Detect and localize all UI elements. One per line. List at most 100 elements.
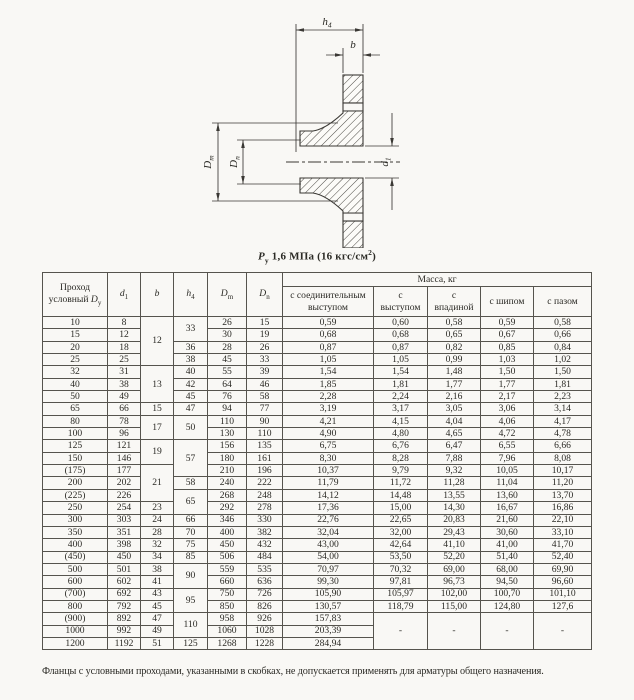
table-cell: 11,79	[282, 476, 374, 490]
table-cell: 10	[42, 315, 108, 330]
table-cell: 226	[107, 488, 141, 503]
table-cell: (900)	[42, 612, 108, 626]
table-cell: 23	[140, 501, 174, 515]
table-cell: 484	[246, 550, 283, 564]
table-row: 40 38 42 64 46 1,85 1,81 1,77 1,77 1,81	[42, 377, 593, 392]
table-cell: 69,90	[532, 562, 593, 577]
col-header-mass-groove: с пазом	[532, 286, 593, 317]
table-cell: 330	[246, 513, 283, 527]
table-cell: 32,00	[373, 525, 428, 540]
table-cell: 506	[207, 550, 247, 564]
table-cell: 382	[246, 525, 283, 540]
table-cell: 41,70	[532, 538, 593, 552]
table-cell: 1,03	[480, 353, 534, 367]
col-header-mass-tenon: с шипом	[480, 286, 534, 317]
table-cell: 7,88	[427, 451, 481, 466]
table-cell: 0,58	[427, 315, 481, 330]
table-cell: 38	[107, 377, 141, 392]
table-cell: 7,96	[480, 451, 534, 466]
table-cell: 94	[207, 402, 247, 416]
table-cell: 33	[173, 316, 208, 342]
table-cell: 0,59	[480, 315, 534, 330]
table-cell: 58	[173, 476, 208, 490]
table-cell: 22,65	[373, 513, 428, 527]
table-cell: 1,77	[480, 377, 534, 392]
table-row: (175) 177 21 210 196 10,37 9,79 9,32 10,05 10,17	[42, 464, 593, 503]
table-cell: 10,17	[532, 464, 593, 478]
table-cell: 33	[246, 353, 283, 367]
table-cell: 400	[42, 538, 108, 552]
table-cell: 110	[173, 612, 208, 638]
table-row: 20 18 36 28 26 0,87 0,87 0,82 0,85 0,84	[42, 340, 593, 355]
table-cell: 17	[140, 414, 174, 441]
table-cell: 38	[140, 562, 174, 577]
table-cell: 161	[246, 451, 283, 466]
table-cell: 203,39	[282, 624, 374, 638]
table-cell: 45	[140, 599, 174, 614]
table-cell: 45	[173, 390, 208, 404]
table-cell: 32,04	[282, 525, 374, 540]
table-cell: 1,54	[373, 365, 428, 379]
table-cell: 46	[246, 377, 283, 392]
table-cell: 125	[42, 439, 108, 453]
table-cell: 70,97	[282, 562, 374, 577]
table-row: 10 8 12 33 26 15 0,59 0,60 0,58 0,59 0,58	[42, 315, 593, 367]
table-cell: 13,70	[532, 488, 593, 503]
table-cell: 110	[207, 414, 247, 429]
table-cell: 38	[173, 353, 208, 367]
table-cell: 49	[107, 390, 141, 404]
table-cell: 892	[107, 612, 141, 626]
table-cell: 130,57	[282, 599, 374, 614]
table-cell: 22,10	[532, 513, 593, 527]
table-cell: 0,68	[282, 328, 374, 342]
dim-label-h4: h4	[322, 16, 332, 30]
table-cell: 33,10	[532, 525, 593, 540]
table-cell: 30,60	[480, 525, 534, 540]
table-cell: 34	[140, 550, 174, 564]
table-cell: 47	[140, 612, 174, 626]
table-cell: 0,87	[373, 340, 428, 355]
table-cell: 17,36	[282, 501, 374, 515]
table-cell: 90	[246, 414, 283, 429]
table-cell: 57	[173, 439, 208, 478]
table-cell: 32	[42, 365, 108, 379]
table-cell: 43	[140, 587, 174, 601]
table-cell: 0,59	[282, 315, 374, 330]
table-cell: 292	[207, 501, 247, 515]
table-row: 800 792 45 850 826 130,57 118,79 115,00 124,80 12…	[42, 599, 593, 614]
table-cell: 52,20	[427, 550, 481, 564]
table-cell: 0,84	[532, 340, 593, 355]
table-row: 100 96 130 110 4,90 4,80 4,65 4,72 4,78	[42, 427, 593, 441]
table-row: 150 146 180 161 8,30 8,28 7,88 7,96 8,08	[42, 451, 593, 466]
table-cell: 21	[140, 464, 174, 503]
table-cell: 90	[173, 562, 208, 589]
flange-table-body: 10 8 12 33 26 15 0,59 0,60 0,58 0,59 0,58 15 12 30 19 0…	[42, 315, 593, 651]
table-cell: 20	[42, 340, 108, 355]
table-cell: 1228	[246, 636, 283, 651]
table-cell: 450	[207, 538, 247, 552]
table-cell: 65	[42, 402, 108, 416]
table-cell: 156	[207, 439, 247, 453]
table-cell: 0,67	[480, 328, 534, 342]
table-cell: 177	[107, 464, 141, 478]
table-cell: 96,60	[532, 575, 593, 589]
table-cell: 692	[107, 587, 141, 601]
col-header-dn: Dn	[246, 272, 283, 317]
table-cell: 501	[107, 562, 141, 577]
table-row: 65 66 15 47 94 77 3,19 3,17 3,05 3,06 3,14	[42, 402, 593, 416]
table-cell: 100	[42, 427, 108, 441]
table-cell: 196	[246, 464, 283, 478]
table-cell: 1,50	[532, 365, 593, 379]
table-cell: 4,06	[480, 414, 534, 429]
table-cell: 303	[107, 513, 141, 527]
table-cell: 19	[140, 439, 174, 466]
table-row: 80 78 17 50 110 90 4,21 4,15 4,04 4,06 4,17	[42, 414, 593, 441]
table-cell: 559	[207, 562, 247, 577]
table-cell: 31	[107, 365, 141, 379]
table-cell: 4,72	[480, 427, 534, 441]
table-cell: 28	[207, 340, 247, 355]
table-cell: 1,02	[532, 353, 593, 367]
table-cell: 14,12	[282, 488, 374, 503]
table-cell: -	[532, 612, 593, 651]
table-cell: 0,87	[282, 340, 374, 355]
